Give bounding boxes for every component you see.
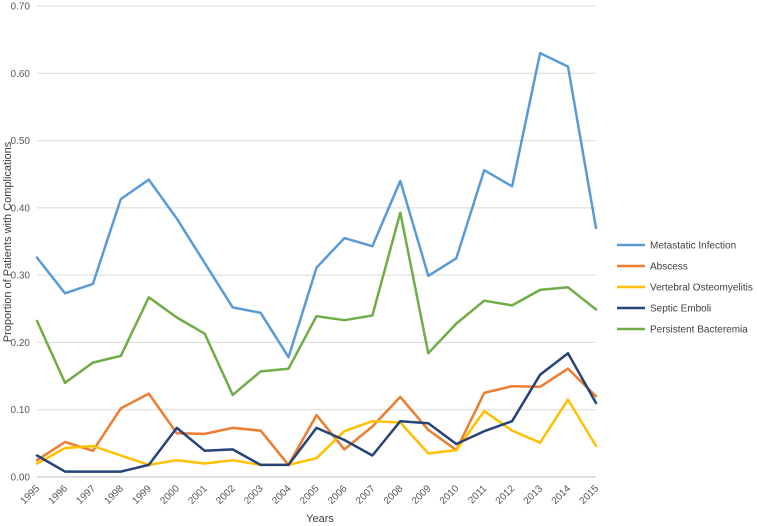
x-tick-label: 2014 bbox=[550, 483, 574, 507]
y-tick-label: 0.50 bbox=[11, 136, 31, 147]
x-tick-label: 1996 bbox=[47, 483, 71, 507]
y-tick-label: 0.20 bbox=[11, 338, 31, 349]
legend-label: Metastatic Infection bbox=[650, 241, 736, 252]
legend-label: Persistent Bacteremia bbox=[650, 325, 748, 336]
y-tick-label: 0.00 bbox=[11, 473, 31, 484]
x-axis-ticks: 1995 1996 1997 1998 1999 2000 2001 2002 2003 2004… bbox=[19, 483, 602, 507]
x-tick-label: 2008 bbox=[382, 483, 406, 507]
x-tick-label: 2012 bbox=[494, 483, 518, 507]
series-line bbox=[35, 351, 598, 473]
x-tick-label: 2011 bbox=[466, 483, 489, 506]
x-tick-label: 1995 bbox=[19, 483, 43, 507]
series-line bbox=[35, 211, 598, 397]
y-tick-label: 0.40 bbox=[11, 203, 31, 214]
x-tick-label: 2005 bbox=[298, 483, 322, 507]
legend-label: Septic Emboli bbox=[650, 304, 711, 315]
legend: Metastatic Infection Abscess Vertebral Ost… bbox=[617, 241, 753, 336]
series-line bbox=[35, 51, 598, 359]
x-tick-label: 2010 bbox=[438, 483, 462, 507]
x-tick-label: 1999 bbox=[130, 483, 154, 507]
x-tick-label: 2013 bbox=[522, 483, 546, 507]
x-tick-label: 1998 bbox=[102, 483, 126, 507]
x-tick-label: 1997 bbox=[75, 483, 99, 507]
x-tick-label: 2003 bbox=[242, 483, 266, 507]
x-tick-label: 2007 bbox=[354, 483, 378, 507]
gridlines bbox=[37, 5, 596, 478]
y-tick-label: 0.60 bbox=[11, 69, 31, 80]
x-tick-label: 2000 bbox=[158, 483, 182, 507]
series-lines bbox=[35, 51, 598, 473]
legend-label: Abscess bbox=[650, 262, 688, 273]
x-tick-label: 2006 bbox=[326, 483, 350, 507]
x-axis-title: Years bbox=[306, 513, 334, 525]
y-axis-title: Proportion of Patients with Complication… bbox=[2, 141, 14, 342]
y-tick-label: 0.30 bbox=[11, 271, 31, 282]
y-tick-label: 0.10 bbox=[11, 405, 31, 416]
series-line bbox=[35, 367, 598, 467]
x-tick-label: 2002 bbox=[214, 483, 238, 507]
x-tick-label: 2009 bbox=[410, 483, 434, 507]
x-tick-label: 2004 bbox=[270, 483, 294, 507]
x-tick-label: 2015 bbox=[578, 483, 602, 507]
y-axis-ticks: 0.00 0.10 0.20 0.30 0.40 0.50 0.60 0.70 bbox=[11, 2, 31, 484]
legend-label: Vertebral Osteomyelitis bbox=[650, 283, 753, 294]
y-tick-label: 0.70 bbox=[11, 2, 31, 13]
x-tick-label: 2001 bbox=[186, 483, 210, 507]
